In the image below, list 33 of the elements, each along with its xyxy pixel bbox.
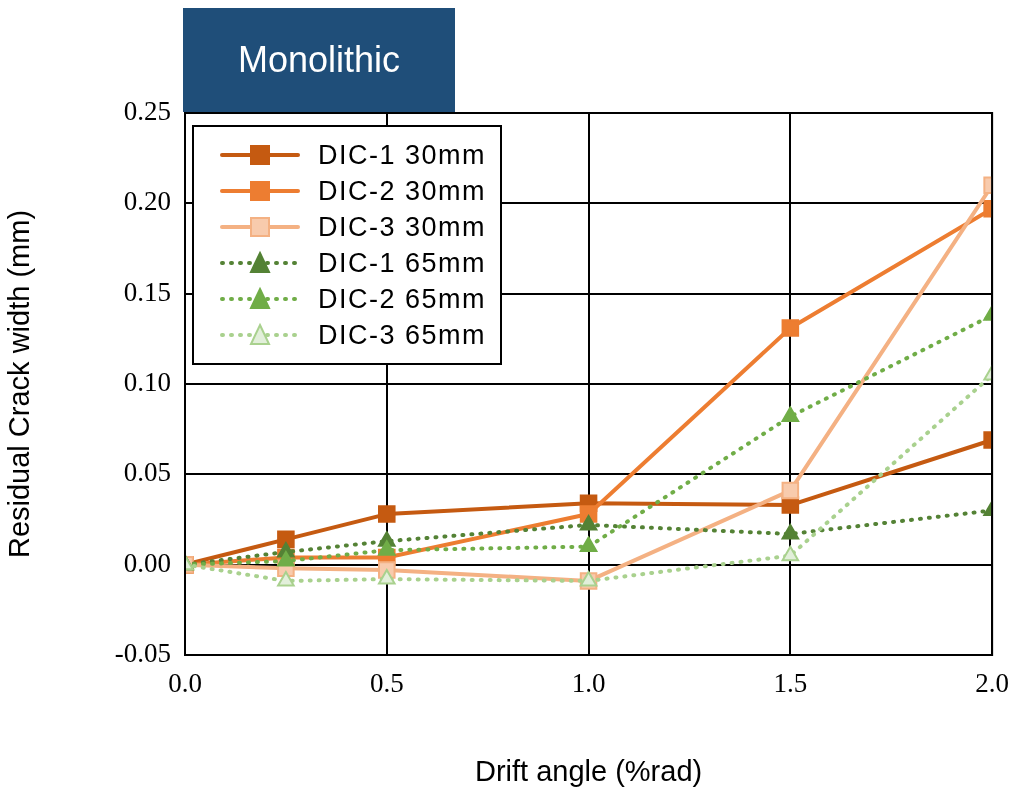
point bbox=[277, 570, 295, 587]
x-tick-label: 1.0 bbox=[571, 668, 606, 699]
point bbox=[277, 530, 295, 549]
point bbox=[781, 319, 800, 337]
point bbox=[781, 406, 800, 423]
legend-label: DIC-2 65mm bbox=[318, 283, 487, 315]
y-tick-label: -0.05 bbox=[114, 638, 171, 669]
point bbox=[377, 540, 396, 556]
y-tick-label: 0.10 bbox=[123, 367, 171, 398]
point bbox=[377, 569, 396, 585]
x-tick-label: 0.0 bbox=[168, 668, 202, 699]
legend-label: DIC-2 30mm bbox=[318, 175, 487, 207]
legend-label: DIC-3 65mm bbox=[318, 319, 487, 351]
y-tick-label: 0.15 bbox=[123, 276, 171, 307]
y-tick-label: 0.20 bbox=[123, 186, 171, 217]
y-tick-label: 0.25 bbox=[123, 96, 171, 127]
x-axis-title: Drift angle (%rad) bbox=[474, 754, 703, 787]
legend-label: DIC-1 65mm bbox=[318, 247, 487, 279]
x-tick-label: 0.5 bbox=[369, 668, 404, 699]
y-tick-label: 0.00 bbox=[123, 547, 171, 578]
legend-label: DIC-3 30mm bbox=[318, 211, 487, 243]
point bbox=[781, 481, 800, 500]
point bbox=[781, 523, 800, 540]
point bbox=[579, 536, 598, 553]
x-tick-label: 1.5 bbox=[773, 668, 808, 699]
point bbox=[781, 545, 800, 562]
legend-label: DIC-1 30mm bbox=[318, 139, 487, 171]
y-tick-label: 0.05 bbox=[123, 457, 171, 488]
chart-title: Monolithic bbox=[183, 8, 455, 112]
point bbox=[579, 514, 598, 531]
x-tick-label: 2.0 bbox=[975, 668, 1009, 699]
y-axis-title: Residual Crack width (mm) bbox=[3, 209, 36, 559]
point bbox=[378, 505, 396, 523]
